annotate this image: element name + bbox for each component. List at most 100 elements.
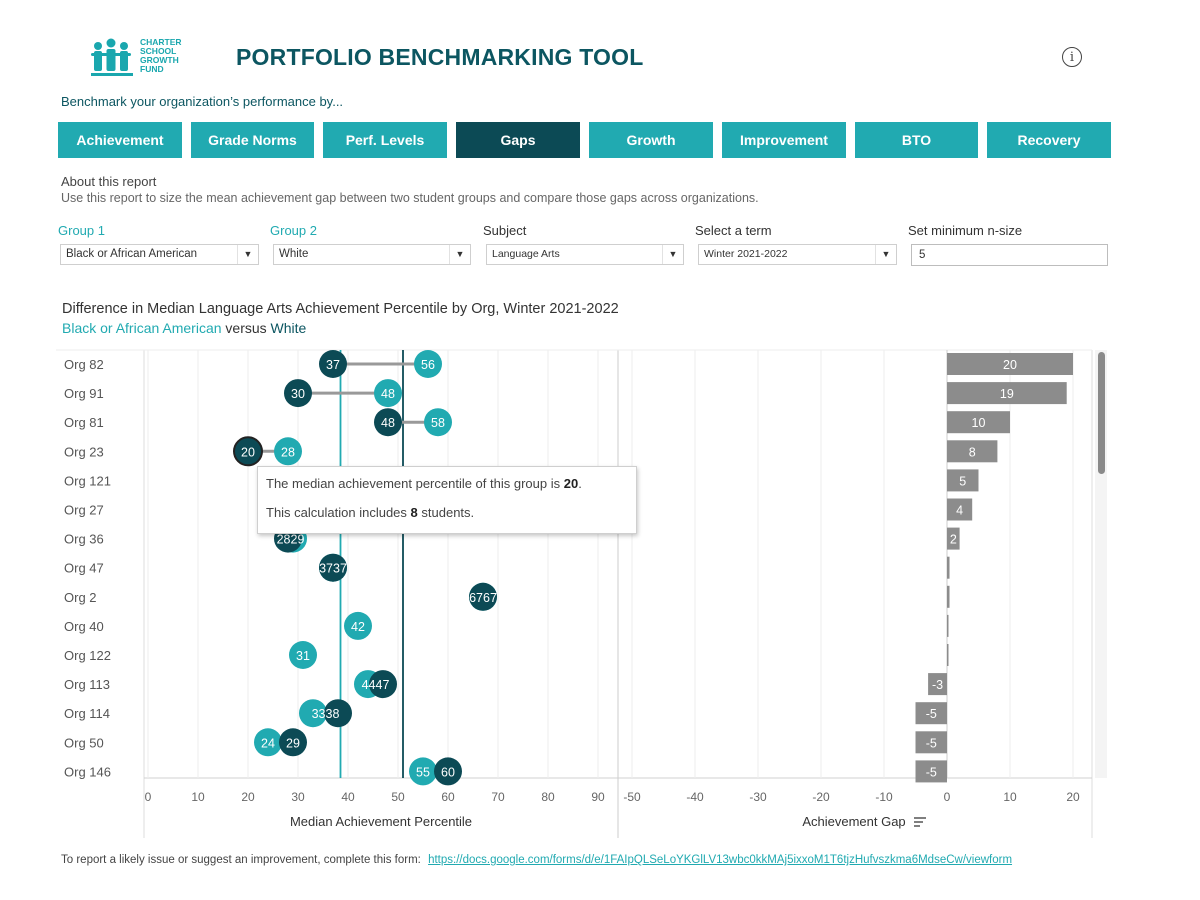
dropdown-arrow-icon: ▼ [662,245,683,264]
row-label: Org 81 [64,415,104,430]
subject-select[interactable]: Language Arts ▼ [486,244,684,265]
tab-perf-levels[interactable]: Perf. Levels [323,122,447,158]
bar-x-tick-label: -50 [623,790,641,804]
dot-x-tick-label: 70 [491,790,505,804]
point-label: 48 [381,387,395,401]
nsize-input[interactable]: 5 [911,244,1108,266]
group1-select[interactable]: Black or African American ▼ [60,244,259,265]
footer-text: To report a likely issue or suggest an i… [61,854,421,866]
point-label: 55 [416,765,430,779]
bar-value-label: 10 [972,416,986,430]
group2-value: White [279,248,309,260]
group2-point [424,408,452,437]
bar-value-label: 19 [1000,387,1014,401]
point-label: 60 [441,765,455,779]
bar-x-tick-label: -10 [875,790,893,804]
tab-achievement[interactable]: Achievement [58,122,182,158]
scrollbar-thumb[interactable] [1098,352,1105,474]
group2-point [344,611,372,640]
group2-point [299,699,327,728]
bar-value-label: -5 [926,765,937,779]
gap-bar [947,353,1073,375]
group2-label: Group 2 [270,223,317,238]
dot-x-tick-label: 40 [341,790,355,804]
group1-value: Black or African American [66,248,198,260]
bar-value-label: -3 [932,678,943,692]
row-label: Org 146 [64,764,111,779]
bar-value-label: 20 [1003,358,1017,372]
gap-bar [947,411,1010,434]
term-select[interactable]: Winter 2021-2022 ▼ [698,244,897,265]
bar-x-axis-title: Achievement Gap [802,814,905,829]
row-label: Org 27 [64,503,104,518]
group2-point [374,379,402,408]
logo-text: CHARTER SCHOOL GROWTH FUND [140,37,182,74]
bar-x-tick-label: 10 [1003,790,1017,804]
point-label: 28 [281,445,295,459]
about-heading: About this report [61,174,157,189]
gap-bar [947,527,960,550]
gap-bar [915,731,947,754]
row-label: Org 82 [64,357,104,372]
gap-bar [928,673,947,696]
subject-value: Language Arts [492,248,560,260]
dot-x-tick-label: 30 [291,790,305,804]
bar-value-label: 8 [969,445,976,459]
bar-value-label: -5 [926,707,937,721]
group1-point [434,757,462,786]
dot-x-tick-label: 0 [145,790,152,804]
info-icon[interactable]: i [1062,47,1082,67]
point-label: 30 [291,387,305,401]
bar-x-tick-label: 0 [944,790,951,804]
dropdown-arrow-icon: ▼ [449,245,470,264]
gap-chart: 0 10 20 30 40 50 60 70 80 90 -50 -40 -30 -20 -10 0 10 20 M… [56,349,1107,838]
group1-point [284,379,312,408]
bar-x-tick-label: 20 [1066,790,1080,804]
row-label: Org 36 [64,532,104,547]
dot-x-tick-label: 90 [591,790,605,804]
row-label: Org 91 [64,386,104,401]
row-label: Org 122 [64,648,111,663]
tab-improvement[interactable]: Improvement [722,122,846,158]
tab-recovery[interactable]: Recovery [987,122,1111,158]
dot-x-tick-label: 10 [191,790,205,804]
tooltip-line1: The median achievement percentile of thi… [266,476,582,491]
point-label: 37 [326,358,340,372]
bar-value-label: 2 [950,533,957,547]
feedback-form-link[interactable]: https://docs.google.com/forms/d/e/1FAIpQ… [428,854,1013,866]
point-label: 6767 [469,591,497,605]
point-label: 58 [431,416,445,430]
nsize-label: Set minimum n-size [908,223,1023,238]
tooltip: The median achievement percentile of thi… [257,466,637,534]
group1-label: Group 1 [58,223,105,238]
row-label: Org 113 [64,677,110,692]
group2-select[interactable]: White ▼ [273,244,471,265]
benchmark-prompt: Benchmark your organization’s performanc… [61,94,344,109]
group2-point [274,437,302,466]
group1-point [233,436,263,467]
tooltip-line2: This calculation includes 8 students. [266,505,475,520]
point-label: 20 [241,445,255,459]
point-label: 2829 [277,533,305,547]
bar-value-label: 5 [959,474,966,488]
tab-bto[interactable]: BTO [855,122,978,158]
page-title: PORTFOLIO BENCHMARKING TOOL [236,44,644,70]
tab-gaps[interactable]: Gaps [456,122,580,158]
versus-text: versus [225,320,267,336]
point-label: 56 [421,358,435,372]
row-label: Org 2 [64,590,97,605]
group1-point [374,408,402,437]
group1-point [469,582,497,611]
dropdown-arrow-icon: ▼ [875,245,896,264]
dot-x-tick-label: 60 [441,790,455,804]
group2-legend: White [270,320,307,336]
tab-grade-norms[interactable]: Grade Norms [191,122,314,158]
sort-icon [914,817,926,827]
group2-point [409,757,437,786]
point-label: 48 [381,416,395,430]
tab-growth[interactable]: Growth [589,122,713,158]
gap-bar [947,556,950,579]
point-label: 29 [286,736,300,750]
row-label: Org 50 [64,735,104,750]
subject-label: Subject [483,223,527,238]
